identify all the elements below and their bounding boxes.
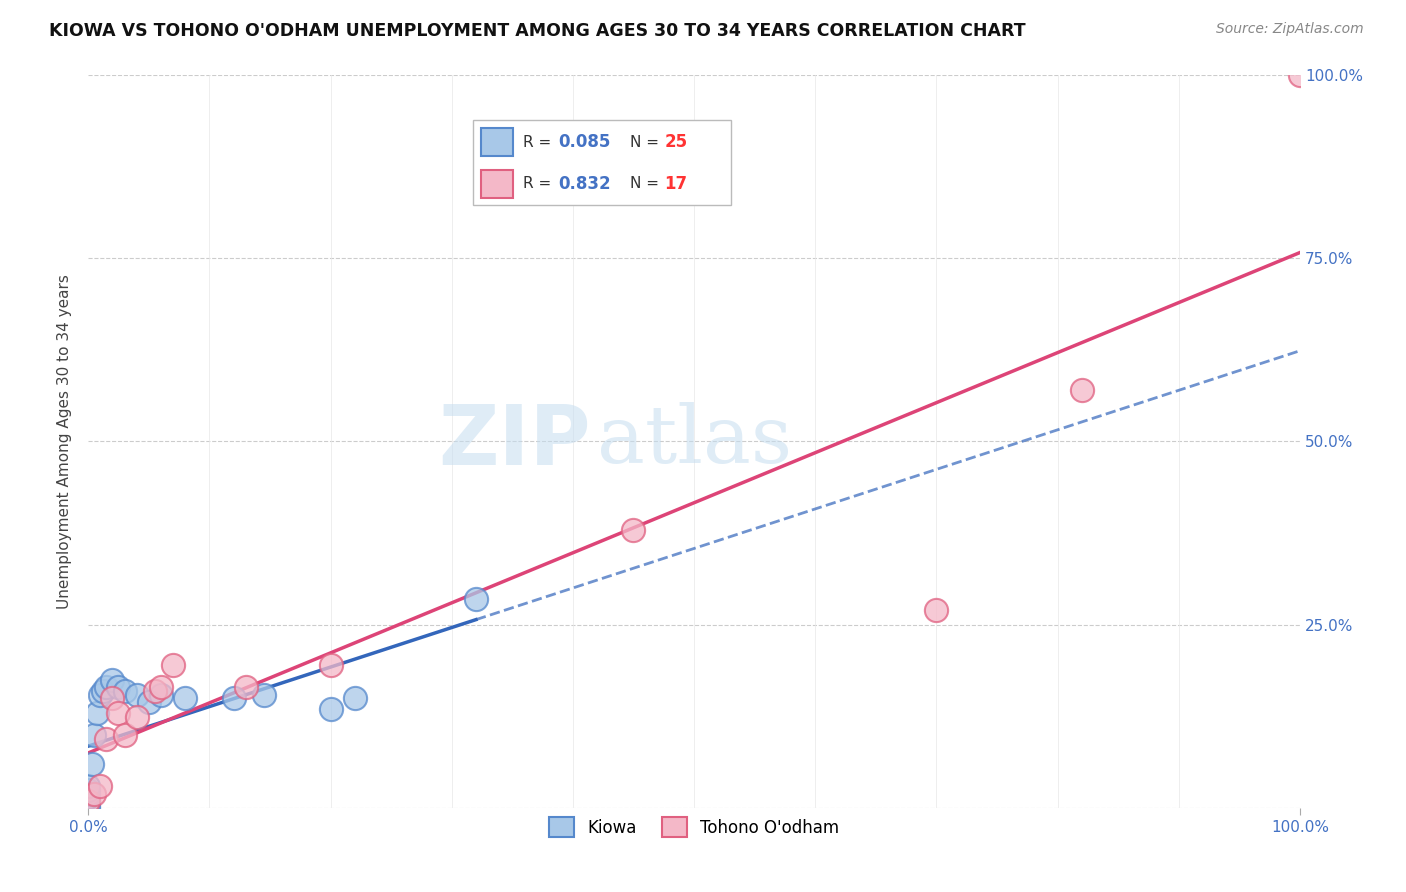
- Legend: Kiowa, Tohono O'odham: Kiowa, Tohono O'odham: [543, 811, 846, 844]
- Point: [114, 728, 136, 742]
- Point: [114, 684, 136, 698]
- Point: [77, 801, 100, 815]
- Point: [107, 706, 129, 720]
- Point: [174, 691, 197, 706]
- Point: [925, 603, 948, 617]
- Text: ZIP: ZIP: [439, 401, 591, 482]
- Point: [465, 592, 488, 607]
- Point: [96, 681, 118, 695]
- Point: [623, 523, 645, 537]
- Point: [89, 688, 111, 702]
- Text: Source: ZipAtlas.com: Source: ZipAtlas.com: [1216, 22, 1364, 37]
- Point: [1070, 383, 1092, 397]
- Point: [319, 702, 342, 716]
- Point: [86, 706, 108, 720]
- Point: [96, 731, 118, 746]
- Point: [235, 681, 257, 695]
- Point: [343, 691, 366, 706]
- Y-axis label: Unemployment Among Ages 30 to 34 years: Unemployment Among Ages 30 to 34 years: [58, 274, 72, 609]
- Text: KIOWA VS TOHONO O'ODHAM UNEMPLOYMENT AMONG AGES 30 TO 34 YEARS CORRELATION CHART: KIOWA VS TOHONO O'ODHAM UNEMPLOYMENT AMO…: [49, 22, 1026, 40]
- Point: [77, 797, 100, 812]
- Point: [319, 658, 342, 673]
- Point: [1289, 68, 1312, 82]
- Point: [77, 787, 100, 801]
- Point: [253, 688, 276, 702]
- Point: [91, 684, 114, 698]
- Point: [80, 757, 103, 772]
- Point: [138, 695, 160, 709]
- Point: [77, 780, 100, 794]
- Point: [89, 780, 111, 794]
- Point: [101, 691, 124, 706]
- Point: [101, 673, 124, 687]
- Point: [162, 658, 184, 673]
- Point: [143, 684, 166, 698]
- Point: [77, 794, 100, 808]
- Point: [77, 790, 100, 805]
- Point: [77, 794, 100, 808]
- Point: [83, 787, 105, 801]
- Point: [149, 681, 172, 695]
- Point: [77, 783, 100, 797]
- Point: [222, 691, 245, 706]
- Point: [125, 709, 148, 723]
- Point: [149, 688, 172, 702]
- Point: [107, 681, 129, 695]
- Point: [125, 688, 148, 702]
- Text: atlas: atlas: [598, 402, 792, 481]
- Point: [83, 728, 105, 742]
